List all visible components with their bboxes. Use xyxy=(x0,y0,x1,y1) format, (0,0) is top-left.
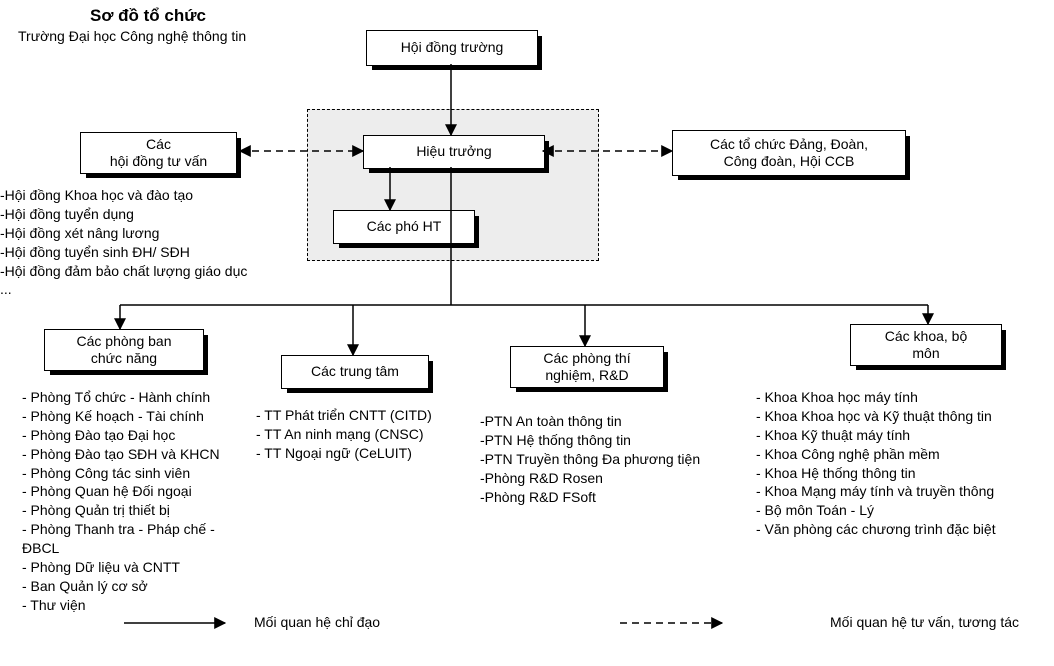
node-to-chuc-dang-doan: Các tổ chức Đảng, Đoàn,Công đoàn, Hội CC… xyxy=(672,130,906,176)
list-phong-ban: - Phòng Tổ chức - Hành chính - Phòng Kế … xyxy=(22,388,220,615)
node-label: Các tổ chức Đảng, Đoàn,Công đoàn, Hội CC… xyxy=(710,136,868,171)
node-hoi-dong-tu-van: Cáchội đồng tư vấn xyxy=(80,132,237,174)
node-label: Các trung tâm xyxy=(311,363,399,381)
list-trung-tam: - TT Phát triển CNTT (CITD) - TT An ninh… xyxy=(256,406,432,463)
node-pho-hieu-truong: Các phó HT xyxy=(333,210,475,244)
list-hoi-dong-tu-van: -Hội đồng Khoa học và đào tạo -Hội đồng … xyxy=(0,186,247,299)
legend-solid-label: Mối quan hệ chỉ đạo xyxy=(254,614,380,630)
node-khoa-bo-mon: Các khoa, bộmôn xyxy=(850,324,1002,366)
node-label: Các phòng banchức năng xyxy=(77,333,172,368)
node-label: Cáchội đồng tư vấn xyxy=(110,136,207,171)
legend-dashed-label: Mối quan hệ tư vấn, tương tác xyxy=(830,614,1019,630)
chart-title: Sơ đồ tổ chức xyxy=(90,6,206,26)
chart-subtitle: Trường Đại học Công nghệ thông tin xyxy=(18,28,246,44)
node-label: Các khoa, bộmôn xyxy=(885,328,968,363)
node-label: Hiệu trưởng xyxy=(416,143,491,161)
node-phong-ban: Các phòng banchức năng xyxy=(44,329,204,371)
node-phong-thi-nghiem: Các phòng thínghiệm, R&D xyxy=(510,346,664,388)
node-hoidong-truong: Hội đồng trường xyxy=(366,30,538,66)
node-label: Hội đồng trường xyxy=(401,39,504,57)
node-label: Các phó HT xyxy=(367,218,442,236)
node-label: Các phòng thínghiệm, R&D xyxy=(543,350,630,385)
node-hieu-truong: Hiệu trưởng xyxy=(363,135,545,169)
node-trung-tam: Các trung tâm xyxy=(281,355,429,389)
list-ptn: -PTN An toàn thông tin -PTN Hệ thống thô… xyxy=(480,412,700,506)
list-khoa: - Khoa Khoa học máy tính - Khoa Khoa học… xyxy=(756,388,996,539)
